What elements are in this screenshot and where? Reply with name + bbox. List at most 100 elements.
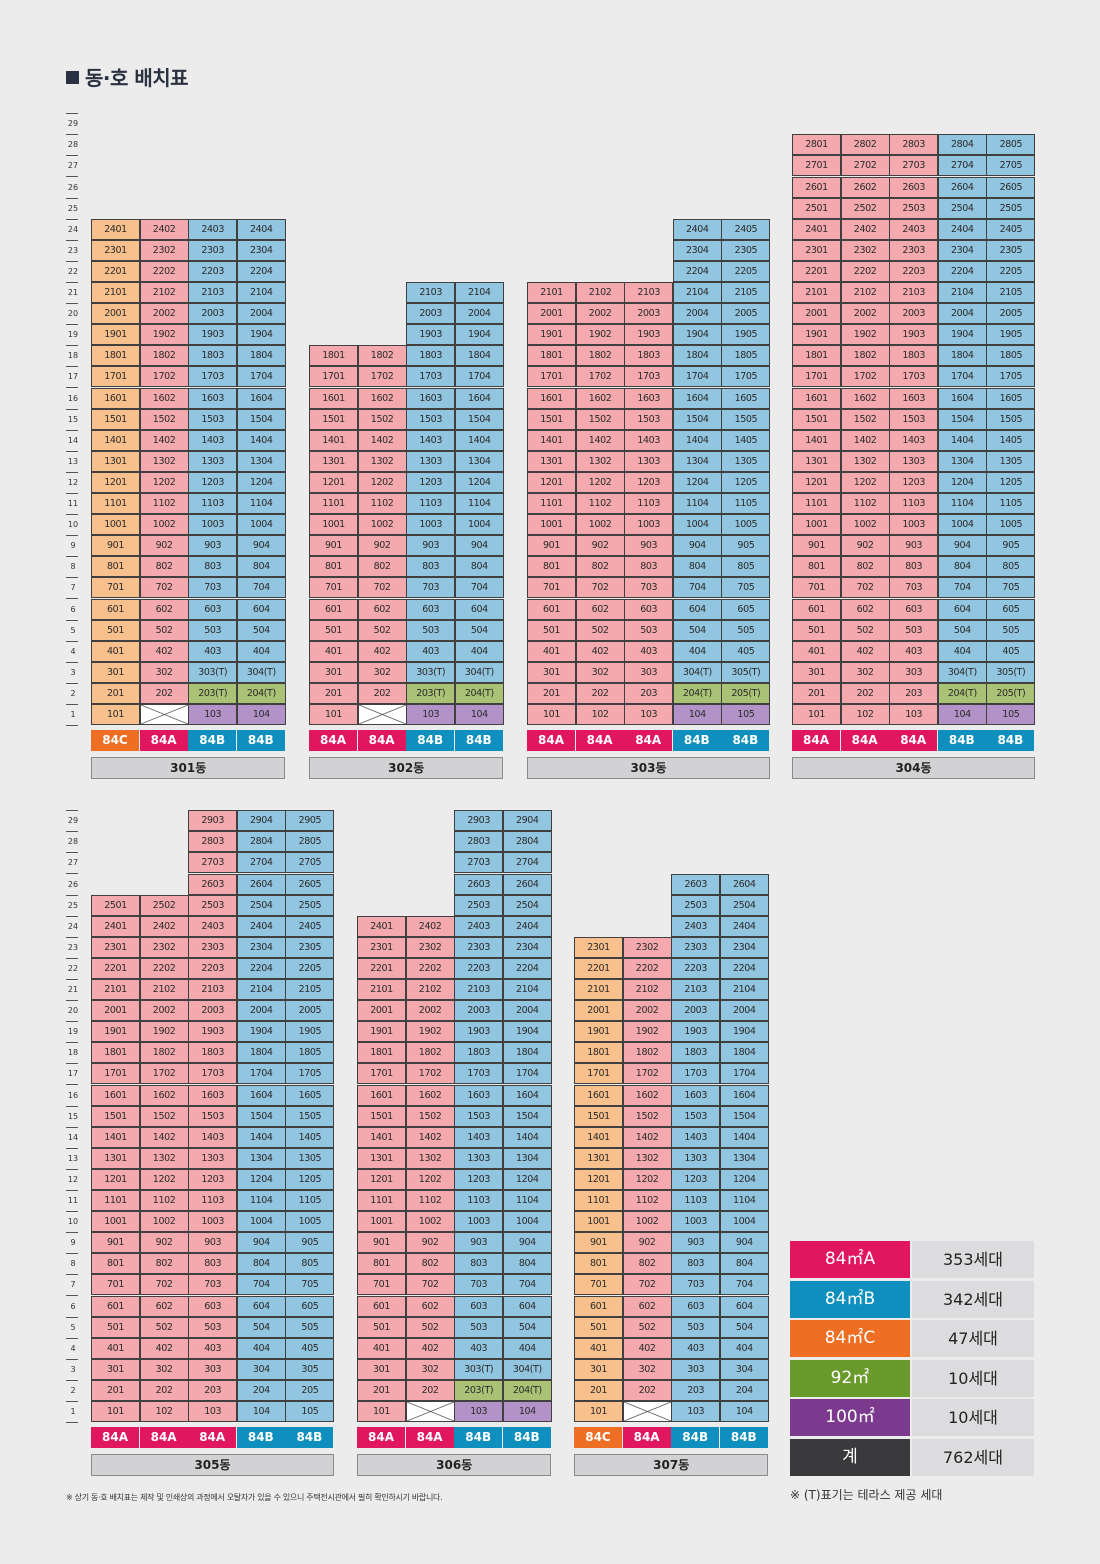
floor-tick (66, 1232, 78, 1234)
floor-label: 14 (67, 435, 79, 445)
unit-cell: 2705 (986, 155, 1036, 177)
unit-cell: 903 (188, 1232, 238, 1254)
unit-cell: 2102 (840, 282, 890, 303)
unit-cell: 2603 (188, 873, 238, 895)
unit-cell: 2203 (671, 957, 721, 979)
unit-cell: 2102 (139, 282, 189, 303)
unit-cell: 303(T) (188, 661, 238, 683)
unit-cell: 603 (889, 598, 939, 620)
unit-type-badge: 84B (672, 730, 721, 751)
unit-cell: 802 (357, 556, 407, 578)
unit-cell: 1904 (672, 324, 722, 346)
legend-count: 342세대 (912, 1280, 1034, 1318)
unit-cell: 1604 (454, 387, 504, 409)
empty-unit-cell (357, 704, 407, 725)
unit-cell: 1503 (671, 1105, 721, 1127)
unit-cell: 1601 (91, 387, 140, 409)
floor-label: 29 (67, 816, 79, 826)
unit-cell: 2001 (574, 1000, 623, 1022)
unit-cell: 1605 (986, 387, 1036, 409)
unit-cell: 1001 (527, 514, 576, 536)
unit-cell: 401 (309, 640, 358, 662)
unit-cell: 1303 (188, 450, 238, 472)
floor-tick (66, 957, 78, 959)
unit-cell: 1603 (671, 1084, 721, 1106)
floor-tick (66, 1168, 78, 1170)
unit-cell: 102 (575, 704, 625, 725)
unit-cell: 1805 (986, 345, 1036, 367)
floor-label: 21 (67, 288, 79, 297)
unit-cell: 702 (622, 1274, 672, 1296)
unit-cell: 2501 (91, 894, 140, 916)
unit-cell: 1103 (624, 493, 674, 514)
floor-label: 21 (67, 985, 79, 994)
unit-cell: 2301 (792, 239, 841, 261)
unit-cell: 1501 (309, 408, 358, 430)
unit-cell: 705 (721, 577, 771, 599)
floor-tick (66, 113, 78, 115)
floor-tick (66, 703, 78, 705)
unit-cell: 804 (236, 556, 286, 578)
unit-cell: 703 (454, 1274, 504, 1296)
unit-cell: 2305 (285, 936, 335, 958)
unit-cell: 1104 (236, 493, 286, 514)
unit-cell: 304(T) (937, 661, 987, 683)
unit-cell: 2004 (236, 1000, 286, 1022)
unit-cell: 1902 (622, 1021, 672, 1043)
floor-label: 15 (67, 1111, 79, 1121)
unit-cell: 602 (622, 1295, 672, 1317)
unit-cell: 1502 (405, 1105, 455, 1127)
unit-cell: 904 (236, 535, 286, 557)
unit-cell: 602 (575, 598, 625, 620)
floor-label: 9 (70, 541, 76, 551)
unit-cell: 801 (91, 1253, 140, 1275)
unit-cell: 1704 (937, 366, 987, 388)
unit-cell: 202 (139, 1379, 189, 1401)
unit-cell: 1602 (139, 1084, 189, 1106)
unit-cell: 2203 (889, 260, 939, 282)
unit-cell: 1003 (188, 1211, 238, 1233)
floor-tick (66, 598, 78, 600)
unit-cell: 1104 (236, 1190, 286, 1211)
unit-cell: 2303 (889, 239, 939, 261)
unit-cell: 2301 (357, 936, 406, 958)
unit-cell: 1804 (236, 1042, 286, 1064)
unit-cell: 204(T) (502, 1379, 552, 1401)
floor-label: 24 (67, 224, 79, 234)
legend-type-label: 84㎡B (790, 1280, 910, 1318)
unit-cell: 301 (574, 1358, 623, 1380)
legend-type-label: 100㎡ (790, 1399, 910, 1437)
unit-cell: 2302 (405, 936, 455, 958)
cross-icon (358, 705, 406, 724)
unit-cell: 504 (719, 1316, 769, 1338)
floor-label: 25 (67, 203, 79, 213)
unit-cell: 2203 (454, 957, 504, 979)
building-name-label: 304동 (792, 757, 1035, 779)
unit-type-badge: 84B (937, 730, 986, 751)
unit-cell: 2102 (575, 282, 625, 303)
unit-cell: 304(T) (672, 661, 722, 683)
unit-cell: 2105 (285, 979, 335, 1000)
unit-cell: 1501 (574, 1105, 623, 1127)
floor-tick (66, 514, 78, 515)
unit-cell: 2501 (792, 197, 841, 219)
unit-cell: 1102 (840, 493, 890, 514)
unit-cell: 302 (357, 661, 407, 683)
floor-tick (66, 682, 78, 684)
unit-cell: 1905 (285, 1021, 335, 1043)
unit-cell: 601 (527, 598, 576, 620)
unit-cell: 601 (792, 598, 841, 620)
unit-cell: 501 (527, 619, 576, 641)
unit-type-badge: 84B (719, 1427, 768, 1448)
floor-label: 26 (67, 879, 79, 889)
unit-cell: 1403 (624, 429, 674, 451)
unit-cell: 2302 (139, 239, 189, 261)
unit-cell: 2001 (91, 1000, 140, 1022)
unit-cell: 1703 (188, 366, 238, 388)
floor-label: 29 (67, 119, 79, 129)
unit-cell: 2404 (937, 218, 987, 240)
unit-cell: 1703 (889, 366, 939, 388)
unit-cell: 502 (840, 619, 890, 641)
building-name-label: 301동 (91, 757, 286, 779)
unit-cell: 1201 (309, 471, 358, 493)
